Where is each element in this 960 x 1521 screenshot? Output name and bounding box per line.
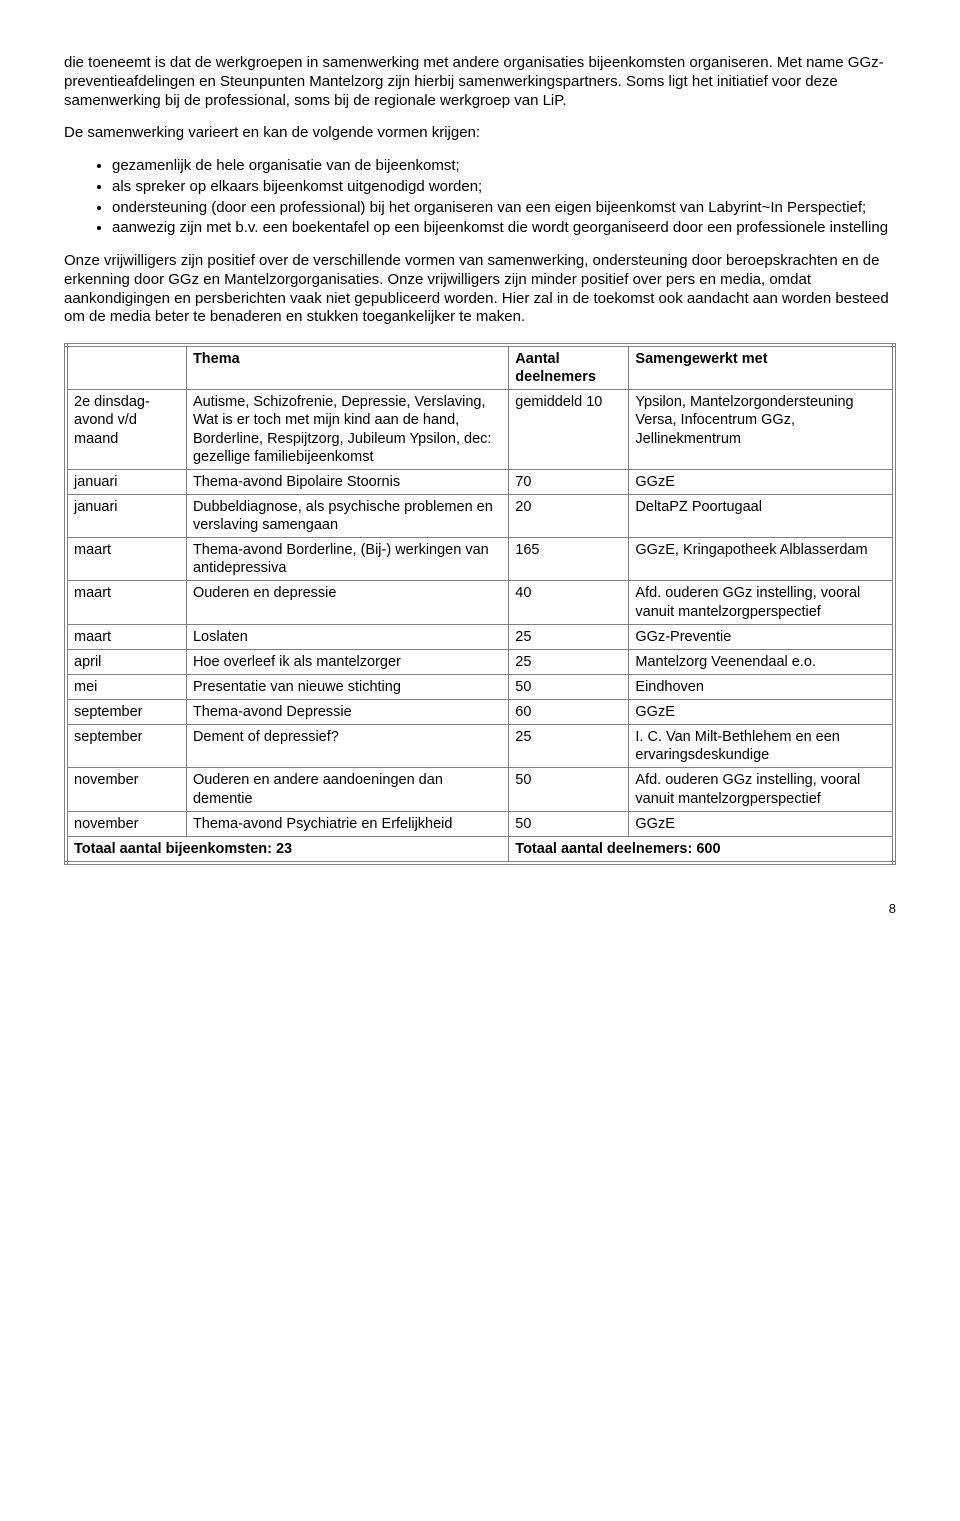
cell-aantal: 40 bbox=[509, 581, 629, 624]
cell-thema: Hoe overleef ik als mantelzorger bbox=[186, 649, 508, 674]
table-header-row: Thema Aantal deelnemers Samengewerkt met bbox=[66, 345, 894, 390]
cell-partner: GGzE bbox=[629, 700, 894, 725]
cell-partner: GGzE, Kringapotheek Alblasserdam bbox=[629, 538, 894, 581]
cell-aantal: 25 bbox=[509, 649, 629, 674]
cell-partner: GGz-Preventie bbox=[629, 624, 894, 649]
cell-period: mei bbox=[66, 674, 186, 699]
totals-right: Totaal aantal deelnemers: 600 bbox=[509, 836, 894, 863]
cell-partner: Ypsilon, Mantelzorgondersteuning Versa, … bbox=[629, 390, 894, 470]
cell-partner: GGzE bbox=[629, 469, 894, 494]
paragraph-2: De samenwerking varieert en kan de volge… bbox=[64, 124, 896, 143]
cell-period: september bbox=[66, 700, 186, 725]
cell-aantal: 50 bbox=[509, 768, 629, 811]
cell-period: maart bbox=[66, 581, 186, 624]
page-number: 8 bbox=[64, 901, 896, 917]
cell-period: maart bbox=[66, 538, 186, 581]
list-item: ondersteuning (door een professional) bi… bbox=[112, 199, 896, 218]
meetings-table: Thema Aantal deelnemers Samengewerkt met… bbox=[64, 343, 896, 865]
cell-thema: Ouderen en andere aandoeningen dan demen… bbox=[186, 768, 508, 811]
cell-thema: Thema-avond Depressie bbox=[186, 700, 508, 725]
totals-row: Totaal aantal bijeenkomsten: 23 Totaal a… bbox=[66, 836, 894, 863]
cell-aantal: 50 bbox=[509, 674, 629, 699]
header-thema: Thema bbox=[186, 345, 508, 390]
table-row: septemberThema-avond Depressie60GGzE bbox=[66, 700, 894, 725]
header-empty bbox=[66, 345, 186, 390]
cell-aantal: 25 bbox=[509, 624, 629, 649]
cell-aantal: gemiddeld 10 bbox=[509, 390, 629, 470]
cell-partner: Mantelzorg Veenendaal e.o. bbox=[629, 649, 894, 674]
cell-thema: Autisme, Schizofrenie, Depressie, Versla… bbox=[186, 390, 508, 470]
cell-aantal: 25 bbox=[509, 725, 629, 768]
cell-period: januari bbox=[66, 494, 186, 537]
cell-partner: Eindhoven bbox=[629, 674, 894, 699]
table-row: septemberDement of depressief?25I. C. Va… bbox=[66, 725, 894, 768]
cell-thema: Ouderen en depressie bbox=[186, 581, 508, 624]
cell-thema: Dement of depressief? bbox=[186, 725, 508, 768]
cell-partner: GGzE bbox=[629, 811, 894, 836]
cell-thema: Dubbeldiagnose, als psychische problemen… bbox=[186, 494, 508, 537]
table-row: januariDubbeldiagnose, als psychische pr… bbox=[66, 494, 894, 537]
cell-thema: Thema-avond Bipolaire Stoornis bbox=[186, 469, 508, 494]
paragraph-3: Onze vrijwilligers zijn positief over de… bbox=[64, 252, 896, 327]
cell-thema: Thema-avond Psychiatrie en Erfelijkheid bbox=[186, 811, 508, 836]
cell-partner: Afd. ouderen GGz instelling, vooral vanu… bbox=[629, 581, 894, 624]
cell-partner: Afd. ouderen GGz instelling, vooral vanu… bbox=[629, 768, 894, 811]
cell-thema: Loslaten bbox=[186, 624, 508, 649]
cell-aantal: 60 bbox=[509, 700, 629, 725]
table-row: novemberThema-avond Psychiatrie en Erfel… bbox=[66, 811, 894, 836]
table-row: novemberOuderen en andere aandoeningen d… bbox=[66, 768, 894, 811]
cell-period: maart bbox=[66, 624, 186, 649]
list-item: als spreker op elkaars bijeenkomst uitge… bbox=[112, 178, 896, 197]
list-item: aanwezig zijn met b.v. een boekentafel o… bbox=[112, 219, 896, 238]
cell-period: september bbox=[66, 725, 186, 768]
cell-aantal: 165 bbox=[509, 538, 629, 581]
cell-partner: I. C. Van Milt-Bethlehem en een ervaring… bbox=[629, 725, 894, 768]
cell-period: 2e dinsdag-avond v/d maand bbox=[66, 390, 186, 470]
paragraph-1: die toeneemt is dat de werkgroepen in sa… bbox=[64, 54, 896, 110]
list-item: gezamenlijk de hele organisatie van de b… bbox=[112, 157, 896, 176]
bullet-list: gezamenlijk de hele organisatie van de b… bbox=[64, 157, 896, 238]
cell-period: november bbox=[66, 768, 186, 811]
cell-partner: DeltaPZ Poortugaal bbox=[629, 494, 894, 537]
table-row: januariThema-avond Bipolaire Stoornis70G… bbox=[66, 469, 894, 494]
table-row: meiPresentatie van nieuwe stichting50Ein… bbox=[66, 674, 894, 699]
cell-aantal: 70 bbox=[509, 469, 629, 494]
cell-period: januari bbox=[66, 469, 186, 494]
table-row: 2e dinsdag-avond v/d maandAutisme, Schiz… bbox=[66, 390, 894, 470]
cell-thema: Presentatie van nieuwe stichting bbox=[186, 674, 508, 699]
table-row: aprilHoe overleef ik als mantelzorger25M… bbox=[66, 649, 894, 674]
totals-left: Totaal aantal bijeenkomsten: 23 bbox=[66, 836, 509, 863]
cell-period: november bbox=[66, 811, 186, 836]
table-row: maartThema-avond Borderline, (Bij-) werk… bbox=[66, 538, 894, 581]
table-row: maartOuderen en depressie40Afd. ouderen … bbox=[66, 581, 894, 624]
header-samengewerkt: Samengewerkt met bbox=[629, 345, 894, 390]
cell-aantal: 20 bbox=[509, 494, 629, 537]
table-row: maartLoslaten25GGz-Preventie bbox=[66, 624, 894, 649]
cell-aantal: 50 bbox=[509, 811, 629, 836]
cell-thema: Thema-avond Borderline, (Bij-) werkingen… bbox=[186, 538, 508, 581]
header-aantal: Aantal deelnemers bbox=[509, 345, 629, 390]
cell-period: april bbox=[66, 649, 186, 674]
